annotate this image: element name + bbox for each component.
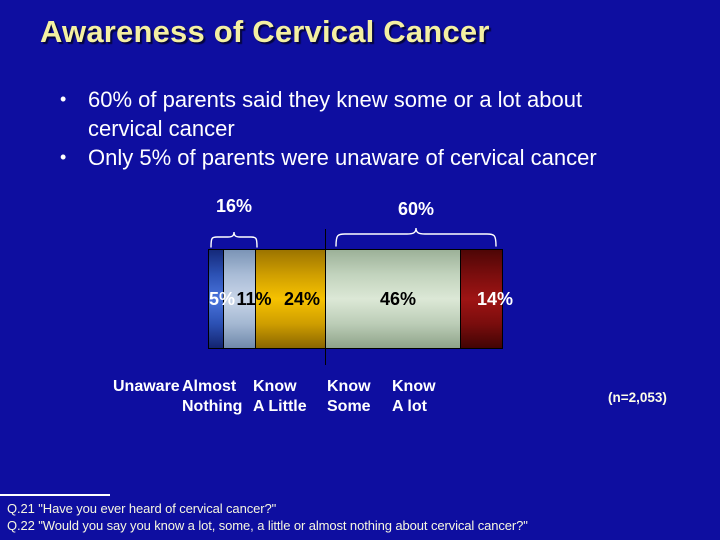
category-label-line: A Little [253, 397, 307, 415]
bar-segment-unaware [209, 250, 224, 348]
category-label-know-a-lot: Know A lot [392, 377, 436, 416]
bullet-item: • 60% of parents said they knew some or … [60, 85, 638, 143]
category-label-line: Some [327, 397, 371, 415]
value-label: 5% [208, 289, 236, 309]
category-label-almost-nothing: Almost Nothing [182, 377, 242, 416]
bullet-dot-icon: • [60, 147, 67, 167]
bullet-dot-icon: • [60, 89, 67, 109]
curly-brace-icon [335, 227, 497, 247]
value-label: 24% [283, 289, 321, 309]
category-label-line: Nothing [182, 397, 243, 415]
bar-segment-know-a-little [255, 250, 327, 348]
bullet-text: 60% of parents said they knew some or a … [88, 87, 583, 141]
category-label-line: A lot [392, 397, 427, 415]
bar-segment-know-some [326, 250, 461, 348]
sample-size-note: (n=2,053) [608, 390, 667, 405]
slide-title: Awareness of Cervical Cancer [40, 14, 490, 49]
category-label-line: Know [392, 378, 436, 395]
bar-segment-know-a-lot [460, 250, 502, 348]
value-label: 14% [476, 289, 514, 309]
brace-label-60-percent: 60% [397, 199, 435, 219]
bullet-text: Only 5% of parents were unaware of cervi… [88, 145, 597, 170]
footnote-q22: Q.22 "Would you say you know a lot, some… [7, 518, 528, 533]
curly-brace-icon [210, 231, 258, 248]
category-label-know-some: Know Some [327, 377, 371, 416]
category-label-line: Know [327, 378, 371, 395]
stacked-bar-chart [208, 249, 503, 349]
bullet-list: • 60% of parents said they knew some or … [60, 85, 638, 172]
category-label-line: Unaware [113, 378, 180, 395]
value-label: 46% [379, 289, 417, 309]
footnote-q21: Q.21 "Have you ever heard of cervical ca… [7, 501, 277, 516]
brace-label-16-percent: 16% [215, 196, 253, 216]
footnote-divider [0, 494, 110, 496]
bullet-item: • Only 5% of parents were unaware of cer… [60, 143, 638, 172]
category-label-know-a-little: Know A Little [253, 377, 307, 416]
footnotes: Q.21 "Have you ever heard of cervical ca… [7, 500, 707, 534]
category-label-line: Know [253, 378, 297, 395]
value-label: 11% [236, 289, 272, 309]
category-label-unaware: Unaware [113, 377, 180, 397]
category-label-line: Almost [182, 378, 237, 395]
bar-segment-almost-nothing [223, 250, 256, 348]
